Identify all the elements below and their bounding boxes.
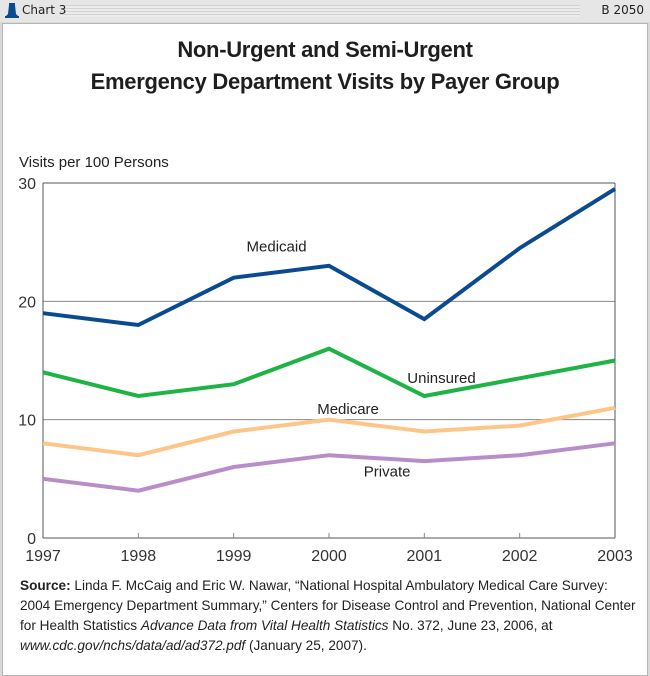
x-tick-label: 1999 [216, 548, 252, 565]
series-label-medicare: Medicare [317, 401, 379, 418]
source-text-3: (January 25, 2007). [245, 638, 367, 653]
source-label: Source: [20, 578, 71, 593]
x-tick-label: 1997 [25, 548, 61, 565]
chart-panel [2, 23, 648, 676]
series-label-uninsured: Uninsured [407, 370, 475, 387]
series-line-medicare [42, 405, 616, 458]
x-tick-label: 2003 [597, 548, 633, 565]
chart-title-line-2: Emergency Department Visits by Payer Gro… [90, 69, 560, 94]
chart-number: Chart 3 [22, 3, 67, 17]
header-bar: Chart 3 B 2050 [0, 0, 650, 22]
series-line-private [42, 441, 616, 493]
liberty-bell-icon [5, 3, 19, 18]
x-tick-label: 1998 [121, 548, 157, 565]
source-url: www.cdc.gov/nchs/data/ad/ad372.pdf [20, 638, 246, 653]
source-note: Source: Linda F. McCaig and Eric W. Nawa… [20, 576, 640, 656]
chart-title-line-1: Non-Urgent and Semi-Urgent [177, 37, 473, 62]
series-label-private: Private [364, 463, 411, 480]
source-publication: Advance Data from Vital Health Statistic… [140, 618, 389, 633]
y-tick-label: 0 [27, 531, 36, 548]
series-line-medicaid [42, 187, 617, 328]
chart-title: Non-Urgent and Semi-Urgent Emergency Dep… [0, 34, 650, 98]
chart-id: B 2050 [601, 3, 644, 17]
source-text-2: No. 372, June 23, 2006, at [388, 618, 553, 633]
x-tick-label: 2002 [502, 548, 538, 565]
y-tick-label: 10 [18, 413, 36, 430]
y-tick-label: 30 [18, 176, 36, 193]
series-line-uninsured [42, 346, 616, 399]
y-tick-label: 20 [18, 294, 36, 311]
x-tick-label: 2000 [311, 548, 347, 565]
header-stripes [60, 5, 580, 17]
source-text: Linda F. McCaig and Eric W. Nawar, “Nati… [20, 578, 636, 633]
series-label-medicaid: Medicaid [247, 239, 307, 256]
x-tick-label: 2001 [407, 548, 443, 565]
y-axis-label: Visits per 100 Persons [19, 154, 169, 171]
